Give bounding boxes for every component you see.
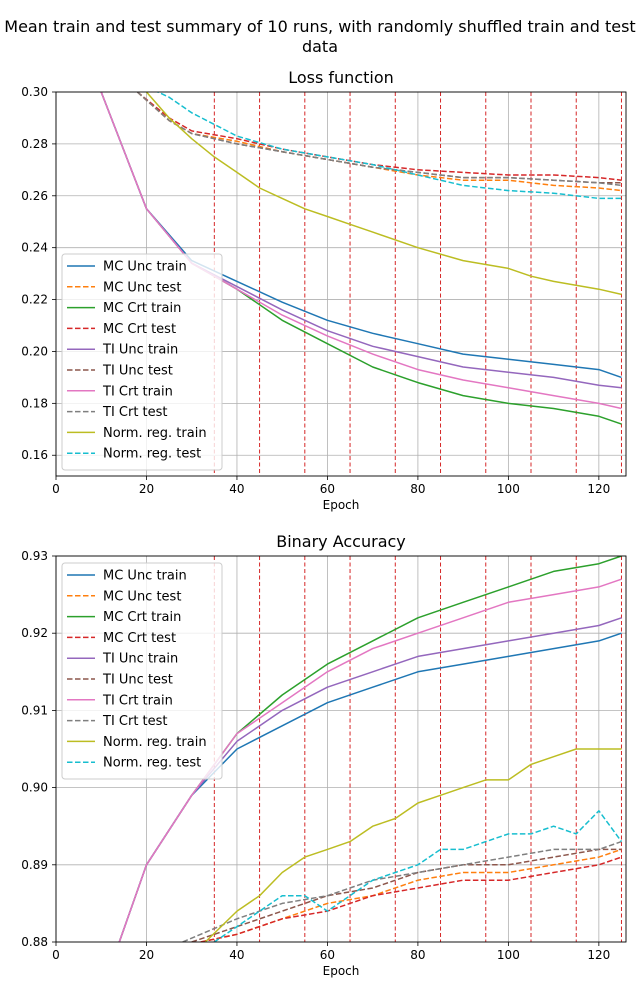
chart2-xtick-label-0: 0 <box>52 948 60 962</box>
chart2-legend-label-4: TI Unc train <box>102 652 178 667</box>
chart2-ytick-label-5: 0.93 <box>21 549 48 563</box>
chart1-ytick-label-6: 0.28 <box>21 137 48 151</box>
chart1-legend-label-5: TI Unc test <box>102 364 173 379</box>
chart1-xtick-label-5: 100 <box>497 482 520 496</box>
chart2-series-line-7 <box>182 840 622 942</box>
chart1-ytick-label-5: 0.26 <box>21 189 48 203</box>
chart1-xtick-label-1: 20 <box>139 482 154 496</box>
chart1-legend: MC Unc train MC Unc test MC Crt train MC Cr… <box>61 253 223 471</box>
chart1-legend-label-2: MC Crt train <box>103 301 181 316</box>
chart1-series-line-7 <box>136 92 622 187</box>
chart1-xtick-label-3: 60 <box>320 482 335 496</box>
chart2-series-line-5 <box>191 848 622 942</box>
chart1-frame <box>55 91 627 477</box>
chart2-series-line-8 <box>204 748 622 942</box>
chart1-series-line-9 <box>156 92 622 200</box>
chart2-legend-label-0: MC Unc train <box>103 569 187 584</box>
chart1-xtick-label-6: 120 <box>587 482 610 496</box>
chart2-legend-label-3: MC Crt test <box>103 631 176 646</box>
chart2-series-line-1 <box>200 848 622 942</box>
chart1-legend-label-8: Norm. reg. train <box>103 426 207 441</box>
chart1-legend-label-7: TI Crt test <box>102 405 168 420</box>
chart2-legend-label-2: MC Crt train <box>103 610 181 625</box>
chart1-legend-label-1: MC Unc test <box>103 280 181 295</box>
chart1-ytick-label-7: 0.30 <box>21 85 48 99</box>
chart1-ytick-label-2: 0.20 <box>21 344 48 358</box>
chart2-legend-label-6: TI Crt train <box>102 693 173 708</box>
chart1-legend-label-0: MC Unc train <box>103 260 187 275</box>
chart1-legend-label-3: MC Crt test <box>103 322 176 337</box>
chart1-series-line-3 <box>136 92 622 181</box>
chart2-ytick-label-2: 0.90 <box>21 781 48 795</box>
chart2-legend-label-5: TI Unc test <box>102 673 173 688</box>
chart2-frame <box>55 555 627 943</box>
chart2-xtick-label-5: 100 <box>497 948 520 962</box>
chart2-xtick-label-2: 40 <box>229 948 244 962</box>
chart2-ytick-label-0: 0.88 <box>21 935 48 949</box>
chart1-xtick-label-4: 80 <box>410 482 425 496</box>
chart2-xtick-label-4: 80 <box>410 948 425 962</box>
chart2-xtick-label-6: 120 <box>587 948 610 962</box>
chart1-ytick-label-3: 0.22 <box>21 293 48 307</box>
chart2-legend: MC Unc train MC Unc test MC Crt train MC Cr… <box>61 562 223 780</box>
chart1-xlabel: Epoch <box>323 498 360 512</box>
chart2-ytick-label-3: 0.91 <box>21 703 48 717</box>
chart2-series-line-6 <box>118 578 622 942</box>
chart2-vlines <box>213 556 622 942</box>
chart2-series-line-9 <box>213 810 623 942</box>
chart2-ytick-label-4: 0.92 <box>21 626 48 640</box>
chart2-legend-label-8: Norm. reg. train <box>103 735 207 750</box>
figure-title: Mean train and test summary of 10 runs, … <box>4 17 636 56</box>
chart1-legend-label-6: TI Crt train <box>102 384 173 399</box>
chart2-series-line-3 <box>200 856 622 942</box>
chart1-ytick-label-1: 0.18 <box>21 396 48 410</box>
chart2-xlabel: Epoch <box>323 964 360 978</box>
chart2-title: Binary Accuracy <box>276 532 406 551</box>
chart1-title: Loss function <box>288 68 394 87</box>
chart2-ticks: 0 20 40 60 80 100 120 0.88 0.89 0.90 0.91 0.92 0.93 <box>21 549 610 962</box>
chart2-legend-label-9: Norm. reg. test <box>103 756 201 771</box>
chart1-legend-label-9: Norm. reg. test <box>103 447 201 462</box>
chart1-legend-label-4: TI Unc train <box>102 343 178 358</box>
chart1-series-line-8 <box>145 92 622 296</box>
chart1-ticks: 0 20 40 60 80 100 120 0.16 0.18 0.20 0.22 0.24 0.26 0… <box>21 85 610 496</box>
chart2-ytick-label-1: 0.89 <box>21 858 48 872</box>
chart2-xtick-label-1: 20 <box>139 948 154 962</box>
chart2-series <box>118 556 623 942</box>
chart2-legend-label-1: MC Unc test <box>103 589 181 604</box>
chart1-ytick-label-4: 0.24 <box>21 241 48 255</box>
chart1-ytick-label-0: 0.16 <box>21 448 48 462</box>
chart1-legend-box <box>61 253 223 471</box>
chart1-xtick-label-0: 0 <box>52 482 60 496</box>
chart1-series-line-1 <box>136 92 622 192</box>
chart1-xtick-label-2: 40 <box>229 482 244 496</box>
chart2-legend-label-7: TI Crt test <box>102 714 168 729</box>
chart1-series-line-5 <box>136 92 622 184</box>
chart2-legend-box <box>61 562 223 780</box>
chart2-xtick-label-3: 60 <box>320 948 335 962</box>
